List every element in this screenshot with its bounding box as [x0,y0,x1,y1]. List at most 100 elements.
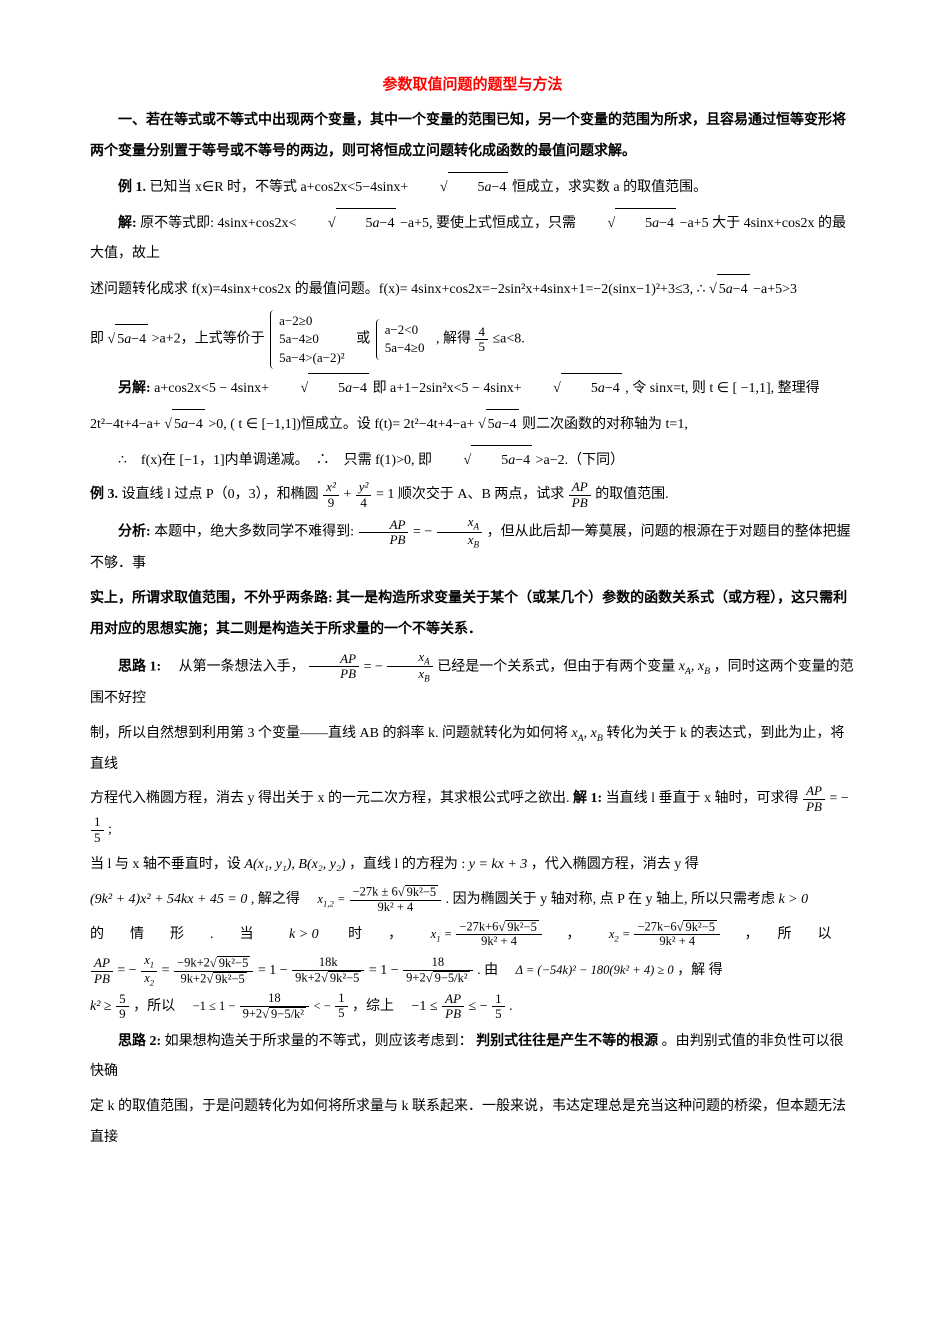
example1-text2: 恒成立，求实数 a 的取值范围。 [512,180,707,195]
num: 18 [403,956,472,971]
idea1-label: 思路 1: [118,659,161,674]
sys1-r2: 5a−4≥0 [279,330,345,348]
kgt0b: k > 0 [289,927,319,942]
idea1-3d: ; [108,822,112,837]
sqrt: √5a−4 [300,208,397,240]
idea1-3a: 方程代入椭圆方程，消去 y 得出关于 x 的一元二次方程，其求根公式呼之欲出. [90,791,570,806]
den: 5 [91,831,104,845]
idea2-line1: 思路 2: 如果想构造关于所求量的不等式，则应该考虑到： 判别式往往是产生不等的… [90,1027,855,1089]
sys1-r3: 5a−4>(a−2)² [279,349,345,367]
num: 18 [240,992,309,1007]
final-range: −1 ≤ [412,999,442,1014]
idea1-1a: 从第一条想法入手， [165,659,305,674]
den: xB [387,667,432,684]
num: AP [309,652,359,667]
num: x1 [141,954,157,971]
x1-x2: x1 x2 [141,954,157,987]
sol2b: −a+5>3 [753,282,797,297]
sol3d: , 解得 [436,332,475,347]
kgt0: k > 0 [778,892,808,907]
x1-expr: x1 = −27k+6√9k²−5 9k² + 4 [431,927,547,942]
num: AP [803,784,825,799]
eq4: = 1 − [369,963,402,978]
idea1-3c: 当直线 l 垂直于 x 轴时，可求得 [606,791,802,806]
alt2c: 则二次函数的对称轴为 t=1, [522,417,688,432]
sol1a: 原不等式即: 4sinx+cos2x< [140,216,296,231]
num: 18k [292,956,364,971]
page-title: 参数取值问题的题型与方法 [90,70,855,100]
solution-label: 解: [118,216,137,231]
den: PB [569,496,591,510]
example3: 例 3. 设直线 l 过点 P（0，3），和椭圆 x² 9 + y² 4 = 1… [90,480,855,511]
ex1-solution-3: 即 √5a−4 >a+2，上式等价于 a−2≥0 5a−4≥0 5a−4>(a−… [90,310,855,369]
case-text2: 时 ， [328,927,421,942]
eq: = − [829,791,848,806]
sqrt: √5a−4 [525,373,622,405]
alt-solution-1: 另解: a+cos2x<5 − 4sinx+ √5a−4 即 a+1−2sin²… [90,373,855,405]
den: 9+2√9−5/k² [403,971,472,986]
eq3: = 1 − [258,963,291,978]
range-left: −1 ≤ 1 − [193,999,239,1013]
one-fifth-final: 1 5 [492,992,505,1022]
sqrt: √5a−4 [436,445,533,477]
alt1b: 即 a+1−2sin²x<5 − 4sinx+ [373,381,522,396]
idea1-line4: 当 l 与 x 轴不垂直时，设 A(x₁, y₁), B(x₂, y₂) ，直线… [90,850,855,881]
example1: 例 1. 已知当 x∈R 时，不等式 a+cos2x<5−4sinx+ √5a−… [90,172,855,204]
section-heading: 一、若在等式或不等式中出现两个变量，其中一个变量的范围已知，另一个变量的范围为所… [90,106,855,168]
alt-solution-3: ∴ f(x)在 [−1，1]内单调递减。 ∴ 只需 f(1)>0, 即 √5a−… [90,445,855,477]
idea1-line7: AP PB = − x1 x2 = −9k+2√9k²−5 9k+2√9k²−5… [90,954,855,987]
idea1-4c: ，代入椭圆方程，消去 y 得 [531,857,699,872]
num: AP [91,956,113,971]
den: 5 [492,1007,505,1021]
idea1-1b: 已经是一个关系式，但由于有两个变量 [437,659,679,674]
den: 9 [323,496,339,510]
xa-xb: xA xB [437,515,482,549]
num: AP [359,518,409,533]
quad-sol-post: . 因为椭圆关于 y 轴对称, 点 P 在 y 轴上, 所以只需考虑 [446,892,779,907]
idea1-4a: 当 l 与 x 轴不垂直时，设 [90,857,244,872]
num: −27k+6√9k²−5 [456,920,542,936]
ellipse-term2: y² 4 [356,480,372,510]
ratio3b: 18 9+2√9−5/k² [240,992,309,1022]
x12-frac: −27k ± 6√9k²−5 9k² + 4 [350,885,442,915]
points: A(x₁, y₁), B(x₂, y₂) [244,857,345,872]
idea1-line5: (9k² + 4)x² + 54kx + 45 = 0 , 解之得 x1,2 =… [90,885,855,916]
frac-4-5: 4 5 [475,325,488,355]
eq6: ，解 得 [677,963,723,978]
quadratic: (9k² + 4)x² + 54kx + 45 = 0 [90,892,247,907]
idea1-2: 制，所以自然想到利用第 3 个变量——直线 AB 的斜率 k. 问题就转化为如何… [90,726,571,741]
den: 9+2√9−5/k² [240,1007,309,1022]
k2ge-post: ，所以 [133,999,189,1014]
range-right: < − [314,999,331,1013]
sol3c: 或 [356,332,374,347]
den: PB [91,972,113,986]
num: −9k+2√9k²−5 [174,956,253,972]
den: 4 [356,496,372,510]
analysis-label: 分析: [118,525,151,540]
eq: = − [117,963,136,978]
alt1a: a+cos2x<5 − 4sinx+ [154,381,269,396]
num: xA [437,515,482,533]
num: AP [569,480,591,495]
alt2a: 2t²−4t+4−a+ [90,417,161,432]
analysis-1: 分析: 本题中，绝大多数同学不难得到: AP PB = − xA xB ，但从此… [90,515,855,580]
alt-label: 另解: [118,381,151,396]
den: PB [442,1007,464,1021]
xa-xb-inline: xA, xB [679,659,710,674]
idea2-bold: 判别式往往是产生不等的根源 [476,1034,658,1049]
sol3b: >a+2，上式等价于 [152,332,269,347]
case-text4: ， 所 以 [725,927,838,942]
den: 9 [116,1007,129,1021]
k2ge: k² ≥ [90,999,115,1014]
ana1a: 本题中，绝大多数同学不难得到: [154,525,357,540]
document-page: 参数取值问题的题型与方法 一、若在等式或不等式中出现两个变量，其中一个变量的范围… [0,0,945,1218]
num: 5 [116,992,129,1007]
one-fifth: 1 5 [91,815,104,845]
xa-xb-inline: xA, xB [571,726,602,741]
sqrt: √5a−4 [709,274,750,306]
ap-pb: AP PB [309,652,359,682]
range-mid: ，综上 [352,999,408,1014]
num: −27k ± 6√9k²−5 [350,885,442,901]
ap-pb: AP PB [803,784,825,814]
system1: a−2≥0 5a−4≥0 5a−4>(a−2)² [270,310,351,369]
